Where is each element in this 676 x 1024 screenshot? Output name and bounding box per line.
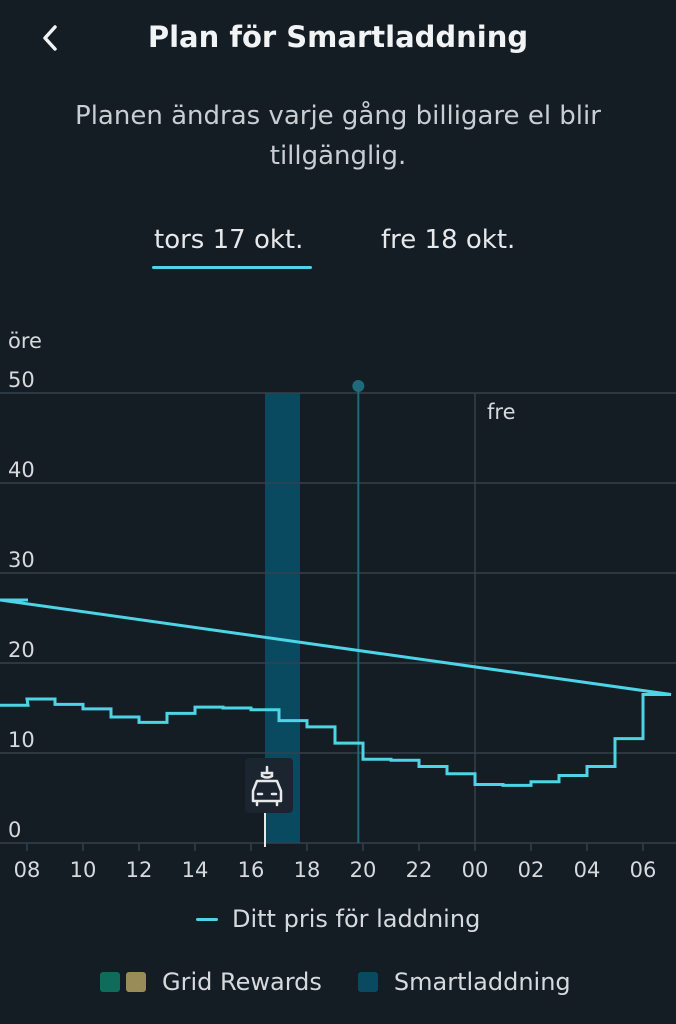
chevron-left-icon bbox=[43, 25, 57, 51]
charge-start-box bbox=[245, 758, 293, 813]
x-tick-label: 06 bbox=[630, 858, 657, 882]
x-tick-label: 20 bbox=[350, 858, 377, 882]
tab-tomorrow[interactable]: fre 18 okt. bbox=[381, 225, 516, 255]
x-tick-label: 08 bbox=[14, 858, 41, 882]
x-tick-label: 14 bbox=[182, 858, 209, 882]
now-dot bbox=[352, 380, 365, 392]
header: Plan för Smartladdning bbox=[0, 0, 676, 80]
back-button[interactable] bbox=[30, 18, 70, 58]
x-tick-label: 02 bbox=[518, 858, 545, 882]
price-line bbox=[0, 598, 672, 787]
day-tabs: tors 17 okt. fre 18 okt. bbox=[0, 225, 676, 275]
y-axis-label: öre bbox=[8, 329, 42, 353]
car-charging-icon bbox=[251, 765, 283, 807]
day-marker-label: fre bbox=[487, 400, 516, 424]
price-chart: 0 10 20 30 40 50 öre 08 10 12 14 16 18 20 22 00 02 04 06 fr… bbox=[0, 329, 676, 882]
x-tick-label: 04 bbox=[574, 858, 601, 882]
y-tick-label: 0 bbox=[8, 818, 21, 842]
smart-charging-swatch bbox=[357, 972, 378, 992]
x-tick-label: 16 bbox=[238, 858, 265, 882]
x-tick-label: 18 bbox=[294, 858, 321, 882]
x-tick-label: 00 bbox=[462, 858, 489, 882]
legend-price: Ditt pris för laddning bbox=[196, 905, 480, 933]
grid-rewards-swatch-gold bbox=[126, 972, 146, 992]
page-title: Plan för Smartladdning bbox=[147, 20, 529, 54]
legend-grid-rewards-label: Grid Rewards bbox=[162, 968, 322, 996]
x-tick-label: 10 bbox=[70, 858, 97, 882]
x-tick-label: 22 bbox=[406, 858, 433, 882]
legend-price-label: Ditt pris för laddning bbox=[232, 905, 481, 933]
legend-smart-label: Smartladdning bbox=[393, 968, 571, 996]
y-tick-label: 10 bbox=[8, 728, 35, 752]
tab-today[interactable]: tors 17 okt. bbox=[154, 225, 304, 255]
y-tick-label: 40 bbox=[8, 458, 35, 482]
y-tick-label: 50 bbox=[8, 368, 35, 392]
y-tick-label: 20 bbox=[8, 638, 35, 662]
x-tick-label: 12 bbox=[126, 858, 153, 882]
selected-tab-indicator bbox=[152, 266, 312, 269]
price-line-swatch bbox=[196, 917, 218, 921]
plan-description: Planen ändras varje gång billigare el bl… bbox=[75, 101, 601, 171]
grid-rewards-swatch-green bbox=[100, 972, 120, 992]
y-tick-label: 30 bbox=[8, 548, 35, 572]
legend-bottom: Grid Rewards Smartladdning bbox=[100, 968, 571, 996]
